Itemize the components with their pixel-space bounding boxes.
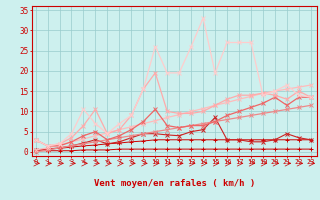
X-axis label: Vent moyen/en rafales ( km/h ): Vent moyen/en rafales ( km/h ) [94,179,255,188]
